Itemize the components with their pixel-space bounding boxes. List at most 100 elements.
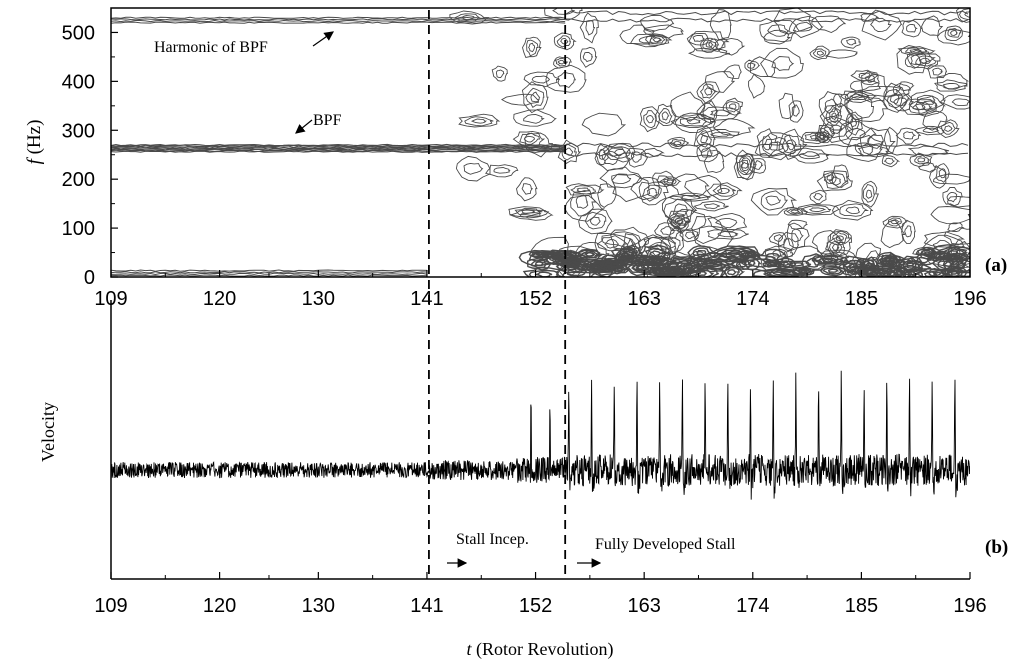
turbulence-contour — [585, 20, 596, 36]
turbulence-contour — [813, 193, 824, 201]
turbulence-contour — [946, 254, 970, 264]
turbulence-contour — [700, 147, 713, 158]
turbulence-contour — [694, 261, 732, 273]
turbulence-contour — [906, 23, 918, 33]
turbulence-contour — [674, 217, 684, 226]
turbulence-contour — [709, 109, 732, 117]
turbulence-contour — [641, 184, 662, 202]
turbulence-contour — [455, 155, 491, 182]
turbulence-contour — [860, 70, 880, 86]
turbulence-contour — [931, 244, 970, 261]
turbulence-contour — [917, 157, 926, 163]
turbulence-contour — [831, 164, 850, 188]
x-tick-label: 152 — [519, 595, 552, 617]
turbulence-contour — [495, 69, 505, 78]
x-tick-label: 196 — [953, 288, 986, 310]
turbulence-contour — [462, 15, 475, 21]
turbulence-contour — [943, 125, 953, 132]
turbulence-contour — [818, 91, 843, 121]
turbulence-contour — [881, 155, 901, 168]
turbulence-contour — [649, 250, 661, 258]
x-tick-label: 130 — [302, 595, 335, 617]
turbulence-contour — [661, 111, 670, 121]
turbulence-contour — [454, 13, 481, 22]
turbulence-contour — [882, 215, 909, 229]
harmonic-arrow — [312, 31, 334, 47]
turbulence-contour — [923, 251, 934, 256]
turbulence-contour — [690, 215, 724, 244]
turbulence-contour — [534, 271, 553, 277]
band-contour-line — [111, 147, 566, 150]
turbulence-contour — [449, 10, 490, 25]
turbulence-contour — [759, 19, 797, 43]
turbulence-contour — [521, 81, 549, 114]
turbulence-contour — [860, 74, 888, 103]
turbulence-contour — [909, 48, 922, 53]
turbulence-contour — [709, 9, 732, 41]
turbulence-contour — [933, 173, 970, 185]
turbulence-contour — [840, 36, 861, 49]
band-contour-line — [111, 21, 566, 24]
turbulence-contour — [825, 105, 843, 126]
turbulence-contour — [800, 131, 830, 145]
turbulence-contour — [584, 211, 607, 230]
turbulence-contour — [823, 120, 847, 139]
turbulence-contour — [639, 14, 675, 33]
turbulence-contour — [660, 226, 675, 236]
turbulence-contour — [760, 47, 804, 79]
turbulence-contour — [918, 162, 937, 173]
turbulence-contour — [749, 56, 777, 77]
turbulence-contour — [949, 30, 958, 36]
turbulence-contour — [901, 20, 923, 38]
turbulence-contour — [740, 161, 750, 172]
turbulence-contour — [684, 174, 723, 199]
turbulence-contour — [700, 134, 709, 144]
turbulence-contour — [699, 83, 717, 99]
turbulence-contour — [942, 82, 961, 90]
turbulence-contour — [788, 15, 824, 39]
turbulence-contour — [723, 245, 761, 262]
turbulence-contour — [919, 57, 932, 65]
x-tick-label: 174 — [736, 595, 769, 617]
turbulence-contour — [788, 262, 805, 267]
turbulence-contour — [560, 262, 576, 269]
band-contour-line — [111, 19, 566, 23]
turbulence-contour — [714, 37, 746, 56]
turbulence-contour — [674, 112, 716, 133]
turbulence-contour — [706, 182, 743, 201]
turbulence-contour — [672, 140, 682, 146]
turbulence-contour — [513, 109, 557, 127]
turbulence-contour — [726, 269, 738, 276]
turbulence-contour — [509, 209, 554, 221]
turbulence-contour — [530, 91, 541, 103]
turbulence-contour — [635, 265, 647, 270]
turbulence-contour — [693, 125, 716, 154]
turbulence-contour — [915, 95, 946, 117]
band-contour-line — [111, 145, 566, 148]
turbulence-contour — [458, 113, 501, 128]
contour-plot — [111, 8, 970, 277]
turbulence-contour — [470, 118, 487, 124]
post-stall-band — [565, 152, 969, 158]
turbulence-contour — [686, 118, 701, 125]
turbulence-contour — [768, 141, 784, 151]
turbulence-contour — [850, 69, 879, 82]
turbulence-contour — [526, 39, 539, 57]
turbulence-contour — [741, 159, 750, 169]
turbulence-contour — [787, 219, 809, 230]
turbulence-contour — [839, 89, 877, 103]
turbulence-contour — [860, 13, 880, 22]
turbulence-contour — [767, 24, 789, 37]
turbulence-contour — [748, 258, 775, 268]
turbulence-contour — [762, 271, 789, 277]
turbulence-contour — [661, 195, 696, 224]
turbulence-contour — [625, 249, 635, 256]
turbulence-contour — [699, 106, 742, 121]
turbulence-contour — [844, 127, 867, 141]
turbulence-contour — [748, 73, 766, 99]
turbulence-contour — [800, 269, 808, 274]
turbulence-contour — [859, 260, 871, 268]
turbulence-contour — [936, 29, 970, 46]
x-tick-label: 130 — [302, 288, 335, 310]
turbulence-contour — [574, 249, 602, 259]
